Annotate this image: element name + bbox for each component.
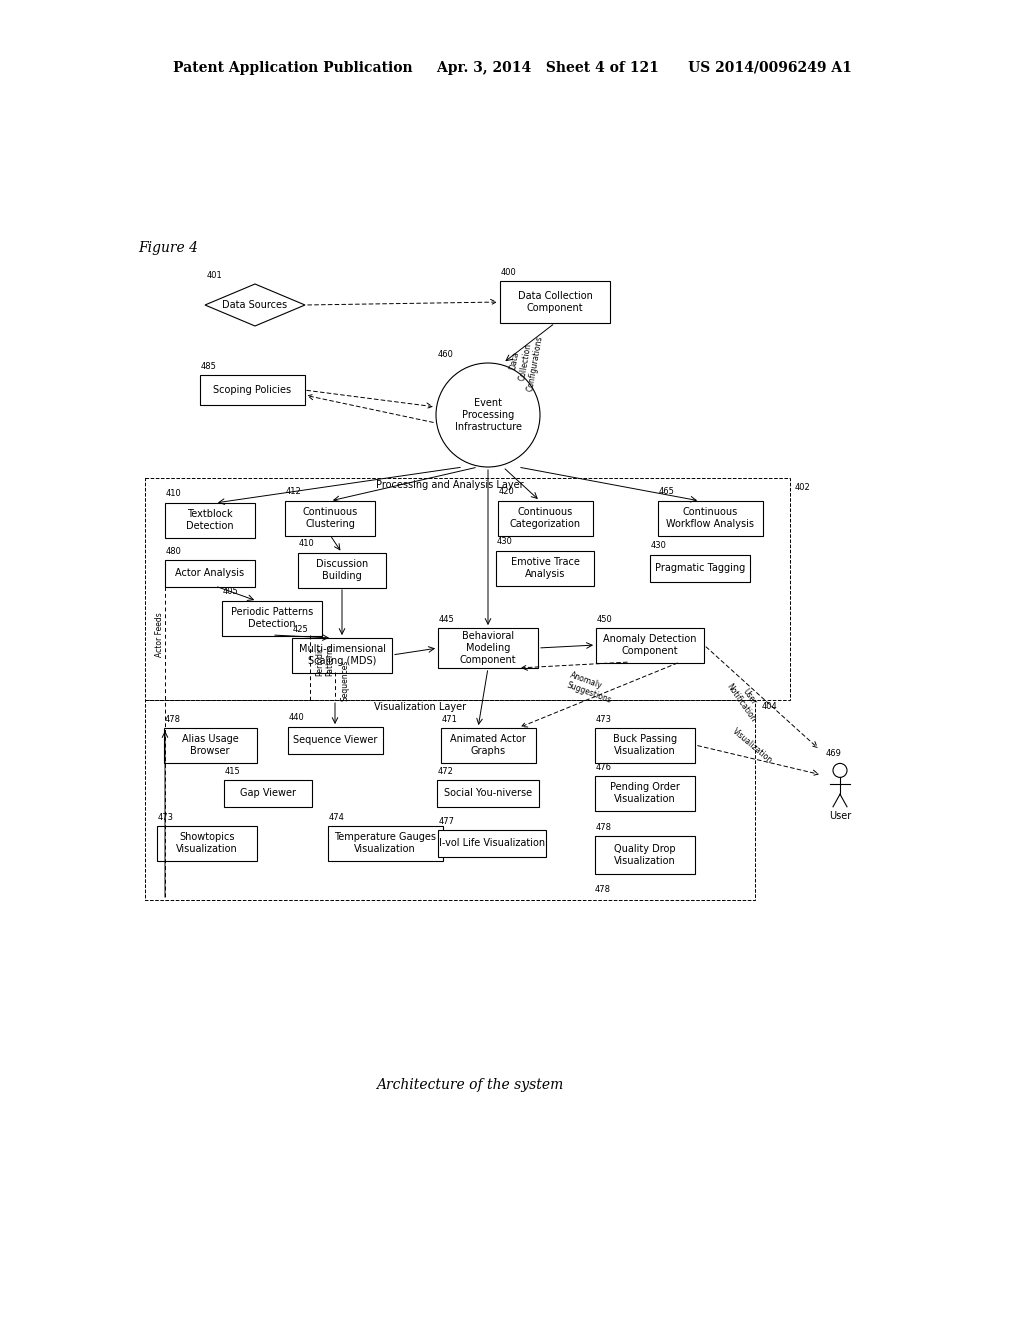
- Text: Periodic
Patterns: Periodic Patterns: [315, 644, 335, 676]
- Text: Multi-dimensional
Scaling (MDS): Multi-dimensional Scaling (MDS): [299, 644, 385, 665]
- Text: 402: 402: [795, 483, 811, 492]
- Text: Data
Collection
Configurations: Data Collection Configurations: [506, 331, 545, 392]
- Text: Behavioral
Modeling
Component: Behavioral Modeling Component: [460, 631, 516, 664]
- Text: Alias Usage
Browser: Alias Usage Browser: [181, 734, 239, 756]
- Text: 477: 477: [439, 817, 455, 825]
- FancyBboxPatch shape: [438, 628, 538, 668]
- Text: Sequence Viewer: Sequence Viewer: [293, 735, 377, 744]
- Text: Architecture of the system: Architecture of the system: [377, 1078, 563, 1092]
- Text: Event
Processing
Infrastructure: Event Processing Infrastructure: [455, 399, 521, 432]
- FancyBboxPatch shape: [288, 726, 383, 754]
- FancyBboxPatch shape: [165, 503, 255, 537]
- Text: Animated Actor
Graphs: Animated Actor Graphs: [451, 734, 526, 756]
- Text: Emotive Trace
Analysis: Emotive Trace Analysis: [511, 557, 580, 578]
- Text: 471: 471: [441, 714, 458, 723]
- Text: 478: 478: [165, 714, 180, 723]
- Text: Pragmatic Tagging: Pragmatic Tagging: [655, 564, 745, 573]
- Text: 400: 400: [501, 268, 517, 277]
- Text: 480: 480: [166, 546, 182, 556]
- Text: 420: 420: [499, 487, 514, 496]
- Text: 425: 425: [293, 624, 309, 634]
- Text: Scoping Policies: Scoping Policies: [213, 385, 291, 395]
- Text: User: User: [828, 810, 851, 821]
- Text: Anomaly Detection
Component: Anomaly Detection Component: [603, 634, 696, 656]
- Text: Periodic Patterns
Detection: Periodic Patterns Detection: [230, 607, 313, 628]
- Text: 473: 473: [596, 714, 612, 723]
- Text: 445: 445: [439, 615, 455, 624]
- FancyBboxPatch shape: [292, 638, 392, 672]
- Text: 410: 410: [166, 490, 181, 499]
- Text: 476: 476: [596, 763, 612, 771]
- Text: 465: 465: [658, 487, 675, 496]
- Text: 412: 412: [286, 487, 302, 496]
- FancyBboxPatch shape: [298, 553, 386, 587]
- Text: 474: 474: [329, 813, 344, 821]
- Text: Data Collection
Component: Data Collection Component: [517, 292, 593, 313]
- Text: Processing and Analysis Layer: Processing and Analysis Layer: [376, 480, 524, 490]
- FancyBboxPatch shape: [440, 727, 536, 763]
- Text: 401: 401: [207, 271, 223, 280]
- Circle shape: [436, 363, 540, 467]
- Text: 404: 404: [762, 702, 778, 711]
- Text: 469: 469: [826, 748, 842, 758]
- Text: Gap Viewer: Gap Viewer: [240, 788, 296, 799]
- Text: 472: 472: [438, 767, 454, 776]
- FancyBboxPatch shape: [496, 550, 594, 586]
- Text: 430: 430: [497, 537, 513, 546]
- Text: User
Notification: User Notification: [724, 676, 766, 723]
- Text: Sequences: Sequences: [340, 659, 349, 701]
- Text: 478: 478: [596, 822, 612, 832]
- Text: Visualization: Visualization: [730, 726, 774, 766]
- FancyBboxPatch shape: [500, 281, 610, 323]
- Text: 430: 430: [651, 541, 667, 550]
- FancyBboxPatch shape: [157, 825, 257, 861]
- FancyBboxPatch shape: [437, 780, 539, 807]
- Text: 415: 415: [225, 767, 241, 776]
- FancyBboxPatch shape: [165, 560, 255, 586]
- Text: Anomaly
Suggestions: Anomaly Suggestions: [565, 671, 615, 705]
- Text: Showtopics
Visualization: Showtopics Visualization: [176, 832, 238, 854]
- FancyBboxPatch shape: [595, 727, 695, 763]
- FancyBboxPatch shape: [438, 829, 546, 857]
- Text: Discussion
Building: Discussion Building: [315, 560, 368, 581]
- Text: I-vol Life Visualization: I-vol Life Visualization: [439, 838, 545, 847]
- Text: 485: 485: [201, 362, 216, 371]
- Text: 440: 440: [289, 714, 304, 722]
- Text: 478: 478: [595, 884, 611, 894]
- Text: Visualization Layer: Visualization Layer: [374, 702, 466, 711]
- Polygon shape: [205, 284, 305, 326]
- FancyBboxPatch shape: [200, 375, 304, 405]
- Text: Actor Feeds: Actor Feeds: [156, 612, 165, 657]
- FancyBboxPatch shape: [650, 554, 750, 582]
- FancyBboxPatch shape: [595, 776, 695, 810]
- FancyBboxPatch shape: [596, 627, 705, 663]
- Text: 460: 460: [438, 350, 454, 359]
- Text: 410: 410: [299, 540, 314, 549]
- Text: 405: 405: [223, 587, 239, 597]
- Text: Figure 4: Figure 4: [138, 242, 198, 255]
- Text: Temperature Gauges
Visualization: Temperature Gauges Visualization: [334, 832, 436, 854]
- Text: Textblock
Detection: Textblock Detection: [186, 510, 233, 531]
- FancyBboxPatch shape: [595, 836, 695, 874]
- Text: Continuous
Categorization: Continuous Categorization: [509, 507, 581, 529]
- Text: Data Sources: Data Sources: [222, 300, 288, 310]
- FancyBboxPatch shape: [164, 727, 256, 763]
- Text: Actor Analysis: Actor Analysis: [175, 568, 245, 578]
- Text: Continuous
Workflow Analysis: Continuous Workflow Analysis: [666, 507, 754, 529]
- FancyBboxPatch shape: [224, 780, 312, 807]
- Text: Patent Application Publication     Apr. 3, 2014   Sheet 4 of 121      US 2014/00: Patent Application Publication Apr. 3, 2…: [173, 61, 851, 75]
- Text: Continuous
Clustering: Continuous Clustering: [302, 507, 357, 529]
- Text: Quality Drop
Visualization: Quality Drop Visualization: [614, 845, 676, 866]
- FancyBboxPatch shape: [328, 825, 442, 861]
- FancyBboxPatch shape: [285, 500, 375, 536]
- Text: Social You-niverse: Social You-niverse: [444, 788, 532, 799]
- Text: Pending Order
Visualization: Pending Order Visualization: [610, 783, 680, 804]
- FancyBboxPatch shape: [657, 500, 763, 536]
- FancyBboxPatch shape: [222, 601, 322, 635]
- Text: Buck Passing
Visualization: Buck Passing Visualization: [613, 734, 677, 756]
- FancyBboxPatch shape: [498, 500, 593, 536]
- Text: 450: 450: [597, 615, 612, 623]
- Text: 473: 473: [158, 813, 174, 821]
